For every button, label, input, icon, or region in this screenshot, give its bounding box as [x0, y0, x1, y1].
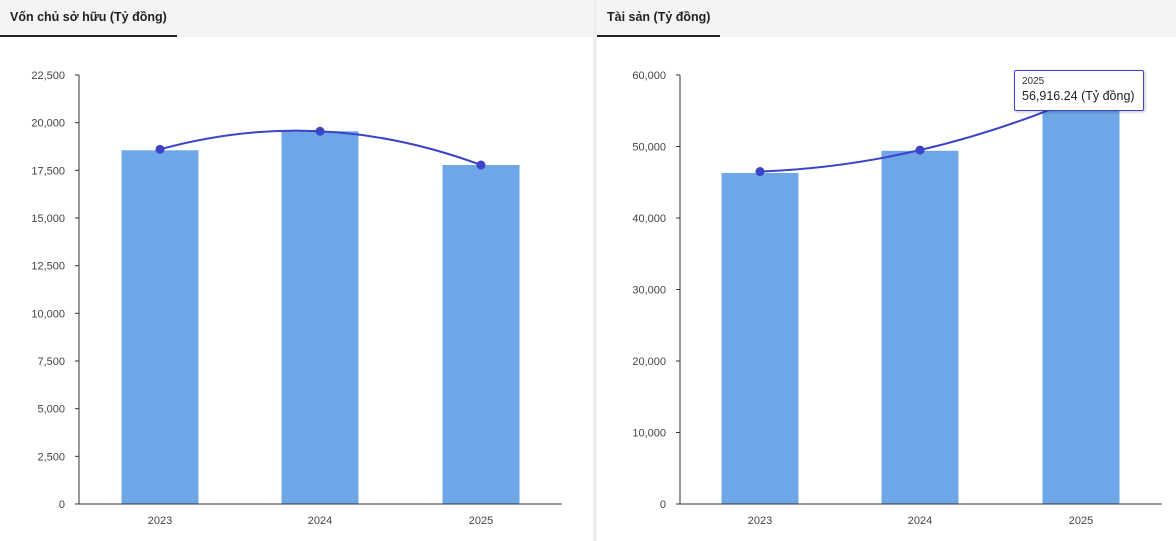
data-point-2025: [476, 160, 486, 170]
data-point-2024: [315, 126, 325, 136]
y-tick-label: 15,000: [31, 213, 65, 225]
x-tick-label: 2023: [748, 515, 772, 527]
y-tick-label: 7,500: [37, 356, 65, 368]
y-tick-label: 2,500: [37, 451, 65, 463]
bar-2024: [281, 131, 359, 504]
y-tick-label: 0: [660, 499, 666, 511]
equity-chart-title-tab[interactable]: Vốn chủ sở hữu (Tỷ đồng): [0, 0, 177, 37]
x-tick-label: 2025: [1069, 515, 1093, 527]
data-point-2024: [915, 145, 925, 155]
data-point-2023: [155, 144, 165, 154]
tooltip-value: 56,916.24 (Tỷ đồng): [1022, 89, 1135, 103]
assets-chart: 0 10,000 20,000 30,000 40,000 50,000 60,000 202…: [632, 70, 1162, 527]
y-tick-label: 60,000: [632, 70, 666, 82]
y-tick-label: 50,000: [632, 142, 666, 154]
y-tick-label: 22,500: [31, 70, 65, 82]
chart-tooltip: 2025 56,916.24 (Tỷ đồng): [1014, 70, 1144, 111]
x-tick-label: 2024: [908, 515, 932, 527]
y-tick-label: 10,000: [632, 428, 666, 440]
bar-2023: [721, 172, 799, 504]
x-tick-label: 2024: [308, 515, 332, 527]
bar-2023: [121, 150, 199, 504]
y-tick-label: 5,000: [37, 404, 65, 416]
y-tick-label: 30,000: [632, 285, 666, 297]
assets-chart-title-tab[interactable]: Tài sản (Tỷ đồng): [597, 0, 721, 37]
y-tick-label: 20,000: [31, 118, 65, 130]
data-point-2023: [755, 167, 765, 177]
equity-tab-bar: Vốn chủ sở hữu (Tỷ đồng): [0, 0, 593, 37]
y-tick-label: 40,000: [632, 213, 666, 225]
bar-2024: [881, 150, 959, 504]
tooltip-year: 2025: [1022, 76, 1045, 87]
y-tick-label: 17,500: [31, 165, 65, 177]
assets-tab-bar: Tài sản (Tỷ đồng): [597, 0, 1176, 37]
bar-2025: [442, 164, 520, 504]
y-tick-label: 0: [59, 499, 65, 511]
x-tick-label: 2025: [469, 515, 493, 527]
y-tick-label: 10,000: [31, 308, 65, 320]
x-tick-label: 2023: [148, 515, 172, 527]
panel-divider: [593, 0, 597, 541]
equity-chart-panel: Vốn chủ sở hữu (Tỷ đồng) 0 2,500 5,000 7,50…: [0, 0, 593, 527]
y-tick-label: 20,000: [632, 356, 666, 368]
y-tick-label: 12,500: [31, 261, 65, 273]
equity-chart: 0 2,500 5,000 7,500 10,000 12,500 15,000 17,500…: [31, 70, 562, 527]
bar-2025: [1042, 97, 1120, 504]
assets-chart-panel: Tài sản (Tỷ đồng) 0 10,000 20,000 30,000 40,…: [597, 0, 1176, 541]
